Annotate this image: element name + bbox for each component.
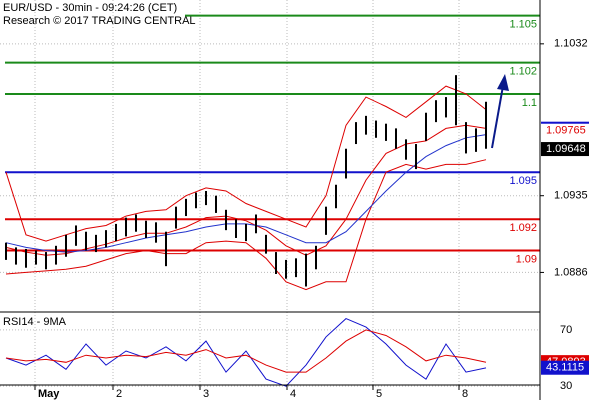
price-tag-label: 1.09648 xyxy=(546,143,586,155)
y-tick-label: 1.0886 xyxy=(554,266,588,278)
level-label: 1.1 xyxy=(522,97,537,109)
overlay-line xyxy=(5,159,487,291)
overlay-line xyxy=(5,85,487,242)
forecast-arrow xyxy=(491,85,504,149)
x-tick-label: 4 xyxy=(290,388,296,400)
y-tick-label: 1.1032 xyxy=(554,38,588,50)
label-layer: May 2 3 4 5 8 1.1032 1.0935 1.0886 70 30 1.105 1.102… xyxy=(34,19,589,400)
x-tick-label: 8 xyxy=(462,388,468,400)
rsi-tick-label: 70 xyxy=(560,324,572,336)
rsi-title: RSI14 - 9MA xyxy=(3,316,67,328)
price-tag xyxy=(541,142,589,157)
x-tick-label: May xyxy=(38,388,60,400)
rsi-tick-label: 30 xyxy=(560,380,572,392)
price-tag-label: 1.09765 xyxy=(546,125,586,137)
rsi-line xyxy=(5,329,487,373)
level-label: 1.095 xyxy=(509,175,537,187)
level-label: 1.092 xyxy=(509,222,537,234)
y-tick-label: 1.0935 xyxy=(554,190,588,202)
price-tag xyxy=(541,123,589,138)
x-tick-label: 2 xyxy=(116,388,122,400)
plot-layer xyxy=(5,14,540,387)
arrow-head xyxy=(497,74,509,91)
chart-title: EUR/USD - 30min - 09:24:26 (CET) xyxy=(3,2,177,14)
rsi-tag xyxy=(541,360,589,375)
x-tick-label: 5 xyxy=(376,388,382,400)
rsi-line xyxy=(5,318,487,387)
grid-layer xyxy=(0,0,540,387)
level-label: 1.102 xyxy=(509,66,537,78)
level-label: 1.09 xyxy=(516,253,537,265)
x-tick-label: 3 xyxy=(203,388,209,400)
rsi-tag-label: 43.1115 xyxy=(546,362,584,374)
chart-subtitle: Research © 2017 TRADING CENTRAL xyxy=(3,15,196,27)
level-label: 1.105 xyxy=(509,19,537,31)
